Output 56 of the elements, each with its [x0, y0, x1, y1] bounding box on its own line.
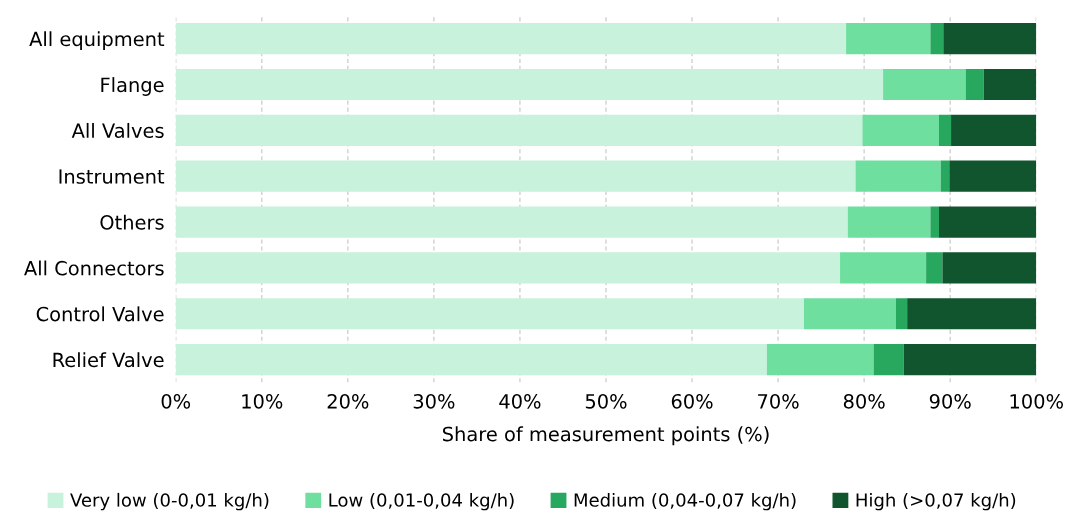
y-tick-label: Flange	[101, 77, 164, 96]
bar	[939, 206, 1037, 238]
bar	[846, 23, 931, 55]
x-tick-label: 0%	[161, 393, 191, 409]
legend-label: Medium (0,04-0,07 kg/h)	[574, 492, 796, 511]
bar	[895, 298, 908, 330]
bar	[175, 344, 767, 376]
x-tick-label: 100%	[1010, 393, 1063, 409]
bar	[930, 206, 940, 238]
bar	[175, 206, 848, 238]
bar	[862, 114, 940, 146]
bar	[175, 23, 847, 55]
bar	[983, 68, 1037, 101]
bar	[175, 160, 856, 192]
x-tick-label: 70%	[758, 393, 799, 409]
x-axis-title: Share of measurement points (%)	[442, 426, 769, 446]
bar	[803, 298, 896, 330]
bar	[175, 298, 804, 330]
bar	[840, 252, 927, 284]
bar	[940, 160, 950, 192]
bar	[175, 252, 841, 284]
x-tick-label: 20%	[327, 393, 369, 409]
bar	[926, 252, 943, 284]
bar	[951, 114, 1037, 146]
bar	[175, 114, 863, 146]
x-tick-label: 10%	[242, 393, 283, 409]
bar	[873, 344, 904, 376]
bar	[939, 114, 952, 146]
bar	[766, 344, 874, 376]
bar	[949, 160, 1037, 192]
bar	[847, 206, 931, 238]
legend-label: High (>0,07 kg/h)	[856, 492, 1016, 511]
bar	[907, 298, 1037, 330]
x-tick-label: 90%	[929, 393, 971, 409]
y-tick-label: All Connectors	[24, 260, 164, 276]
y-tick-label: All Valves	[71, 122, 164, 139]
y-tick-label: Relief Valve	[53, 352, 164, 368]
bar	[903, 344, 1037, 376]
x-tick-label: 40%	[499, 393, 541, 409]
bar	[965, 68, 984, 101]
y-tick-label: Instrument	[59, 169, 165, 184]
y-tick-label: All equipment	[29, 31, 165, 51]
legend-label: Low (0,01-0,04 kg/h)	[329, 492, 514, 511]
x-tick-label: 60%	[671, 393, 713, 409]
bar	[175, 68, 884, 101]
y-tick-label: Control Valve	[36, 306, 164, 322]
legend-label: Very low (0-0,01 kg/h)	[70, 492, 269, 511]
y-tick-label: Others	[100, 214, 164, 230]
bar	[942, 252, 1037, 284]
bar	[930, 23, 944, 55]
x-tick-label: 50%	[585, 393, 627, 409]
bar	[855, 160, 941, 192]
bar	[943, 23, 1037, 55]
x-tick-label: 30%	[413, 393, 455, 409]
bar	[883, 68, 966, 101]
x-tick-label: 80%	[843, 393, 885, 409]
